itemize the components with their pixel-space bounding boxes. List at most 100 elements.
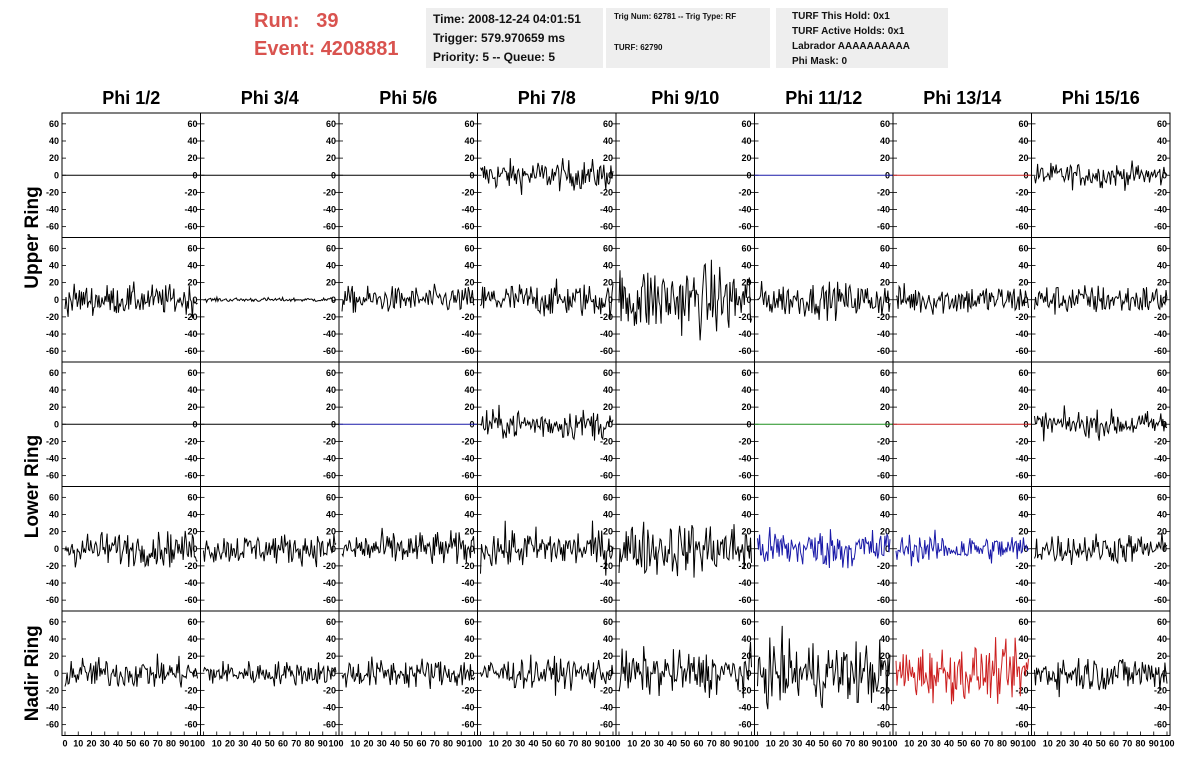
x-tick-label: 80 xyxy=(304,739,314,749)
phi-mask-line: Phi Mask: 0 xyxy=(792,56,848,67)
y-tick-label: -60 xyxy=(1015,471,1028,481)
y-tick-label: 20 xyxy=(464,651,474,661)
x-tick-label: 60 xyxy=(970,739,980,749)
trace-line xyxy=(203,295,337,304)
y-tick-label: 40 xyxy=(464,385,474,395)
turf-info-box: TURF This Hold: 0x1 TURF Active Holds: 0… xyxy=(776,8,948,68)
y-tick-label: 60 xyxy=(326,368,336,378)
y-tick-label: 0 xyxy=(469,295,474,305)
y-tick-label: 60 xyxy=(880,617,890,627)
x-tick-label: 100 xyxy=(328,739,343,749)
x-tick-label: 20 xyxy=(917,739,927,749)
y-tick-label: 40 xyxy=(464,509,474,519)
y-tick-label: 20 xyxy=(1157,402,1167,412)
y-tick-label: 60 xyxy=(49,119,59,129)
y-tick-label: 20 xyxy=(464,278,474,288)
x-tick-label: 20 xyxy=(640,739,650,749)
y-tick-label: -40 xyxy=(600,329,613,339)
y-tick-label: 20 xyxy=(1018,651,1028,661)
y-tick-label: 60 xyxy=(603,243,613,253)
ring-label: Lower Ring xyxy=(22,435,43,538)
y-tick-label: -20 xyxy=(184,312,197,322)
y-tick-label: -60 xyxy=(184,595,197,605)
y-tick-label: -20 xyxy=(461,561,474,571)
panel-frame xyxy=(1031,486,1171,612)
y-tick-label: 20 xyxy=(1157,153,1167,163)
y-tick-label: -60 xyxy=(461,471,474,481)
y-tick-label: 40 xyxy=(1018,385,1028,395)
y-tick-label: -60 xyxy=(46,346,59,356)
y-tick-label: 40 xyxy=(464,634,474,644)
y-tick-label: -60 xyxy=(323,471,336,481)
y-tick-label: 60 xyxy=(49,492,59,502)
y-tick-label: 40 xyxy=(49,136,59,146)
y-tick-label: -60 xyxy=(323,346,336,356)
y-tick-label: 40 xyxy=(49,385,59,395)
y-tick-label: 40 xyxy=(1157,260,1167,270)
y-tick-label: 20 xyxy=(1018,153,1028,163)
y-tick-label: -60 xyxy=(184,222,197,232)
ring-label: Nadir Ring xyxy=(22,625,43,721)
y-tick-label: -20 xyxy=(1154,187,1167,197)
y-tick-label: -40 xyxy=(1015,205,1028,215)
y-tick-label: 20 xyxy=(880,527,890,537)
x-tick-label: 90 xyxy=(872,739,882,749)
y-tick-label: -60 xyxy=(738,222,751,232)
trace-line xyxy=(1034,532,1168,566)
ring-label: Upper Ring xyxy=(22,186,43,288)
x-tick-label: 80 xyxy=(858,739,868,749)
y-tick-label: 60 xyxy=(49,617,59,627)
y-tick-label: -60 xyxy=(1015,720,1028,730)
y-tick-label: -40 xyxy=(1154,205,1167,215)
y-tick-label: -60 xyxy=(46,222,59,232)
x-tick-label: 70 xyxy=(707,739,717,749)
y-tick-label: 40 xyxy=(1018,260,1028,270)
y-tick-label: -20 xyxy=(1154,685,1167,695)
turf-active-holds: TURF Active Holds: 0x1 xyxy=(792,26,905,37)
y-tick-label: 40 xyxy=(1157,634,1167,644)
y-tick-label: -40 xyxy=(600,454,613,464)
y-tick-label: -60 xyxy=(877,720,890,730)
y-tick-label: -40 xyxy=(46,454,59,464)
y-tick-label: 60 xyxy=(603,492,613,502)
y-tick-label: -20 xyxy=(461,187,474,197)
x-tick-label: 50 xyxy=(680,739,690,749)
y-tick-label: -60 xyxy=(1154,346,1167,356)
x-tick-label: 80 xyxy=(443,739,453,749)
y-tick-label: -60 xyxy=(738,720,751,730)
y-tick-label: -40 xyxy=(738,205,751,215)
trig-line: Trig Num: 62781 -- Trig Type: RF xyxy=(614,12,737,21)
x-tick-label: 10 xyxy=(904,739,914,749)
y-tick-label: 40 xyxy=(326,634,336,644)
y-tick-label: -60 xyxy=(877,346,890,356)
y-tick-label: 60 xyxy=(187,368,197,378)
y-tick-label: -60 xyxy=(461,222,474,232)
y-tick-label: 0 xyxy=(469,544,474,554)
y-tick-label: 40 xyxy=(326,509,336,519)
y-tick-label: 40 xyxy=(464,136,474,146)
y-tick-label: 60 xyxy=(741,492,751,502)
y-tick-label: 60 xyxy=(880,368,890,378)
y-tick-label: -40 xyxy=(323,578,336,588)
y-tick-label: -20 xyxy=(46,685,59,695)
y-tick-label: 60 xyxy=(326,119,336,129)
y-tick-label: -60 xyxy=(1154,471,1167,481)
x-tick-label: 100 xyxy=(467,739,482,749)
y-tick-label: -40 xyxy=(323,454,336,464)
y-tick-label: 60 xyxy=(464,492,474,502)
y-tick-label: 0 xyxy=(608,295,613,305)
x-tick-label: 60 xyxy=(416,739,426,749)
y-tick-label: 0 xyxy=(54,295,59,305)
y-tick-label: -20 xyxy=(600,312,613,322)
y-tick-label: 20 xyxy=(741,651,751,661)
y-tick-label: 20 xyxy=(603,153,613,163)
y-tick-label: -60 xyxy=(600,471,613,481)
y-tick-label: 40 xyxy=(741,260,751,270)
y-tick-label: 40 xyxy=(603,634,613,644)
x-tick-label: 80 xyxy=(166,739,176,749)
y-tick-label: 0 xyxy=(885,544,890,554)
y-tick-label: 20 xyxy=(326,527,336,537)
trace-line xyxy=(480,404,614,441)
y-tick-label: 20 xyxy=(326,278,336,288)
